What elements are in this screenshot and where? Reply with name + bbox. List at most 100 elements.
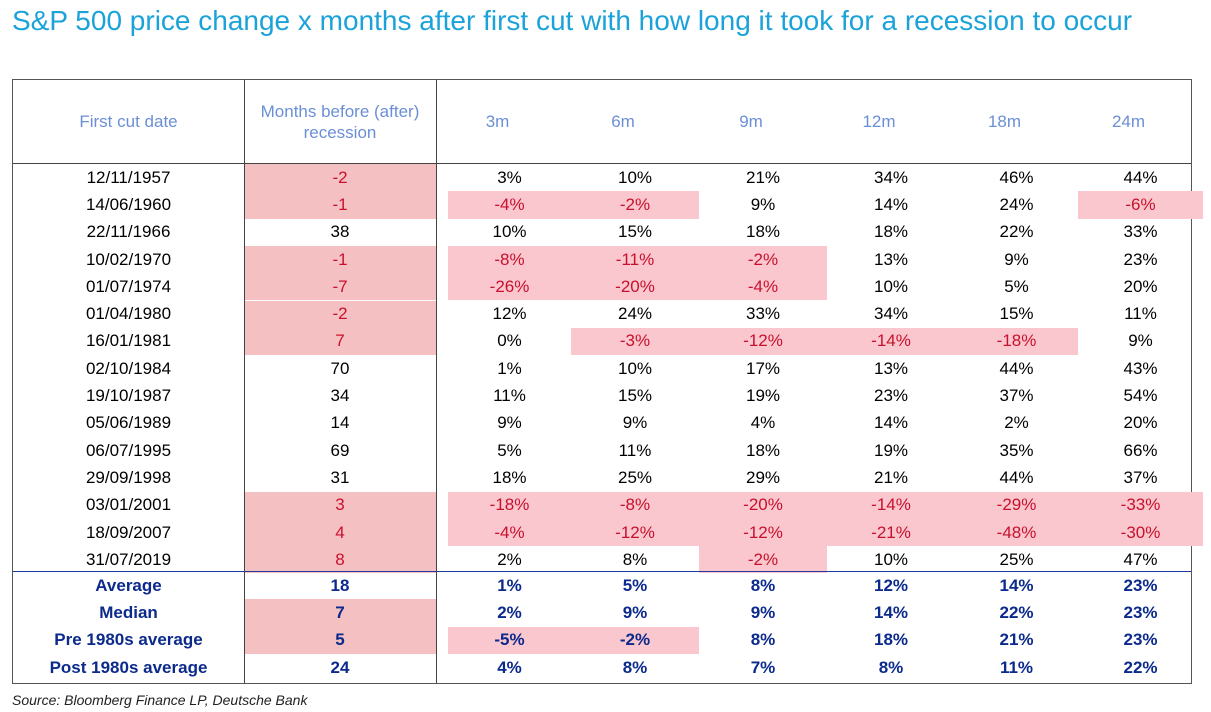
row-date: 03/01/2001: [85, 495, 172, 515]
highlight-negative: [571, 518, 699, 547]
table-cell: 44%: [999, 467, 1034, 487]
table-cell: 9%: [622, 413, 648, 433]
table-cell: 13%: [873, 358, 909, 378]
table-cell: 9%: [750, 194, 776, 214]
summary-label: Average: [95, 575, 162, 595]
data-table: First cut date Months before (after) rece…: [12, 79, 1203, 684]
table-cell: -2: [332, 167, 348, 187]
table-cell: -4%: [747, 276, 779, 296]
table-cell: 10%: [492, 222, 527, 242]
highlight-negative: [448, 491, 571, 519]
row-date: 22/11/1966: [86, 222, 171, 242]
table-cell: -2%: [619, 194, 651, 214]
table-cell: 14: [330, 413, 350, 433]
table-cell: -2: [332, 304, 348, 324]
table-cell: 3%: [497, 167, 522, 187]
highlight-negative: [955, 491, 1078, 519]
summary-cell: 2%: [497, 602, 522, 622]
table-cell: 13%: [873, 249, 909, 269]
summary-cell: 11%: [999, 657, 1034, 677]
table-cell: -7: [332, 276, 348, 296]
summary-cell: 18: [330, 575, 350, 595]
summary-divider: [13, 571, 1191, 572]
highlight-negative: [699, 491, 827, 519]
summary-cell: 1%: [497, 575, 522, 595]
summary-label: Post 1980s average: [49, 657, 208, 677]
highlight-negative: [448, 245, 571, 274]
table-cell: 9%: [1004, 249, 1029, 269]
highlight-negative: [448, 518, 571, 547]
table-cell: 54%: [1123, 386, 1158, 406]
summary-cell: 24: [330, 657, 350, 677]
table-cell: 70: [330, 358, 350, 378]
row-date: 01/07/1974: [85, 276, 172, 296]
table-cell: -18%: [996, 331, 1037, 351]
highlight-negative: [827, 327, 955, 356]
table-cell: 25%: [617, 467, 653, 487]
table-cell: 21%: [873, 467, 909, 487]
table-cell: 19%: [873, 440, 909, 460]
table-cell: 4: [335, 522, 345, 542]
summary-cell: 4%: [497, 657, 522, 677]
highlight-negative: [1078, 491, 1203, 519]
table-cell: 9%: [497, 413, 522, 433]
highlight-negative: [827, 491, 955, 519]
table-cell: 29%: [745, 467, 781, 487]
highlight-months: [244, 327, 436, 356]
highlight-negative: [699, 245, 827, 274]
row-date: 29/09/1998: [85, 467, 172, 487]
highlight-negative: [699, 273, 827, 301]
table-cell: -8%: [619, 495, 651, 515]
table-cell: 17%: [745, 358, 781, 378]
table-cell: -3%: [619, 331, 651, 351]
row-date: 14/06/1960: [85, 194, 172, 214]
highlight-negative: [699, 546, 827, 574]
column-header: 18m: [987, 112, 1022, 131]
highlight-negative: [571, 491, 699, 519]
table-cell: -21%: [871, 522, 911, 542]
highlight-months: [244, 626, 436, 654]
highlight-months: [244, 518, 436, 547]
column-header: First cut date: [79, 112, 178, 131]
highlight-negative: [571, 327, 699, 356]
highlight-negative: [571, 191, 699, 219]
table-cell: 15%: [999, 304, 1034, 324]
row-date: 19/10/1987: [85, 386, 172, 406]
table-cell: -4%: [494, 194, 525, 214]
summary-cell: 22%: [1123, 657, 1158, 677]
table-cell: 20%: [1123, 276, 1158, 296]
table-cell: 21%: [745, 167, 781, 187]
highlight-negative: [699, 518, 827, 547]
summary-cell: 22%: [999, 602, 1034, 622]
table-cell: 25%: [999, 549, 1034, 569]
column-header: 6m: [611, 112, 635, 131]
table-cell: -11%: [615, 249, 655, 269]
table-cell: 10%: [873, 549, 909, 569]
table-cell: 4%: [750, 413, 776, 433]
summary-cell: 8%: [750, 575, 776, 595]
table-cell: 18%: [745, 222, 781, 242]
table-cell: 24%: [617, 304, 653, 324]
table-cell: 5%: [1004, 276, 1029, 296]
table-cell: -6%: [1125, 194, 1156, 214]
column-header: 9m: [739, 112, 763, 131]
table-cell: 9%: [1128, 331, 1153, 351]
summary-cell: 9%: [622, 602, 648, 622]
table-cell: 31: [330, 467, 350, 487]
chart-title: S&P 500 price change x months after firs…: [12, 5, 1133, 36]
column-header: 12m: [862, 112, 896, 131]
summary-cell: 12%: [873, 575, 909, 595]
summary-cell: 9%: [750, 602, 776, 622]
summary-cell: 7: [335, 602, 345, 622]
highlight-months: [244, 599, 436, 627]
highlight-negative: [448, 191, 571, 219]
summary-cell: 21%: [999, 630, 1034, 650]
highlight-months: [244, 491, 436, 519]
table-cell: -12%: [743, 331, 783, 351]
summary-cell: 18%: [873, 630, 909, 650]
table-cell: 44%: [1123, 167, 1158, 187]
column-divider: [244, 80, 245, 683]
table-cell: 43%: [1123, 358, 1158, 378]
highlight-months: [244, 245, 436, 274]
table-cell: -20%: [615, 276, 655, 296]
